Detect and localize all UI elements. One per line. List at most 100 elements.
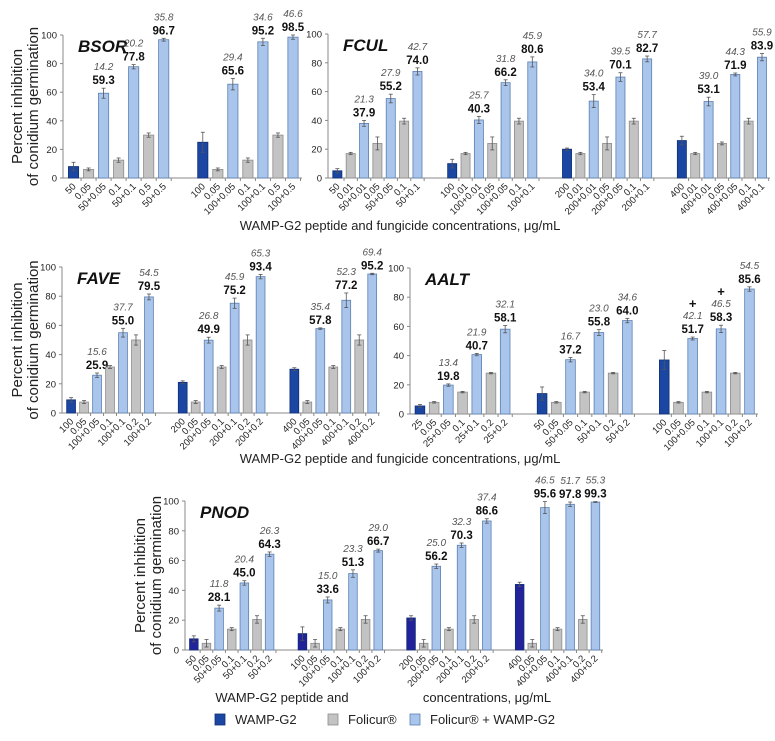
expected-value-label: 32.1 xyxy=(495,300,514,311)
legend-label-peptide: WAMP-G2 xyxy=(235,712,297,727)
expected-value-label: 35.4 xyxy=(311,302,331,313)
expected-value-label: 54.5 xyxy=(139,268,159,279)
panel-title: BSOR xyxy=(78,37,128,56)
expected-value-label: 31.8 xyxy=(496,54,516,65)
panel-title: FCUL xyxy=(343,36,388,55)
expected-value-label: 42.7 xyxy=(408,42,428,53)
value-label: 65.6 xyxy=(222,65,244,77)
value-label: 66.7 xyxy=(367,536,389,548)
y-tick-label: 80 xyxy=(311,58,322,69)
expected-value-label: 57.7 xyxy=(637,30,657,41)
legend-label-combo: Folicur® + WAMP-G2 xyxy=(430,712,555,727)
expected-value-label: 34.6 xyxy=(618,292,638,303)
y-tick-label: 40 xyxy=(393,351,404,362)
bar-folicur xyxy=(551,401,562,415)
expected-value-label: 21.3 xyxy=(353,95,374,106)
bar-folicur xyxy=(131,339,141,414)
bar-peptide xyxy=(514,584,525,651)
bar-folicur xyxy=(345,153,356,179)
bar-combo xyxy=(588,100,599,179)
bar-combo xyxy=(703,101,714,179)
value-label: 99.3 xyxy=(584,489,606,501)
y-axis-label-line2: of conidium germination xyxy=(25,260,42,419)
bar-folicur xyxy=(716,143,727,179)
value-label: 98.5 xyxy=(282,22,305,34)
expected-value-label: 23.0 xyxy=(588,304,609,315)
bar-folicur xyxy=(743,120,754,179)
x-axis-title-row3-right: concentrations, μg/mL xyxy=(423,690,551,705)
panel-pnod: 0 20 40 60 80 100 PNOD Percent inhibition of con… xyxy=(132,476,607,690)
bar-folicur xyxy=(514,120,524,179)
value-label: 64.3 xyxy=(258,539,280,551)
bar-combo xyxy=(473,119,484,179)
y-axis-label-line1: Percent inhibition xyxy=(132,518,149,633)
value-label: 85.6 xyxy=(738,274,760,286)
value-label: 70.1 xyxy=(609,60,632,72)
y-tick-label: 80 xyxy=(45,292,56,303)
expected-value-label: 42.1 xyxy=(683,311,702,322)
expected-value-label: 45.9 xyxy=(225,272,245,283)
value-label: 79.5 xyxy=(138,281,161,293)
y-tick-label: 40 xyxy=(46,116,57,127)
value-label: 96.7 xyxy=(153,25,175,37)
bar-folicur xyxy=(328,366,339,414)
bar-folicur xyxy=(578,619,588,651)
bar-combo xyxy=(482,520,492,651)
expected-value-label: 69.4 xyxy=(362,247,382,258)
panel-fave: 0 20 40 60 80 100 FAVE Percent inhibition of con… xyxy=(9,247,383,452)
value-label: 82.7 xyxy=(636,43,658,55)
bar-combo xyxy=(128,66,140,179)
expected-value-label: 15.0 xyxy=(318,571,338,582)
expected-value-label: 54.5 xyxy=(740,261,760,272)
bar-combo xyxy=(500,82,511,179)
bar-combo xyxy=(257,41,269,179)
panel-title: AALT xyxy=(424,270,471,289)
bar-combo xyxy=(687,338,698,415)
bar-combo xyxy=(715,328,727,415)
expected-value-label: 23.3 xyxy=(342,544,363,555)
value-label: 95.6 xyxy=(534,489,556,501)
value-label: 25.9 xyxy=(86,360,108,372)
value-label: 37.2 xyxy=(559,344,581,356)
bar-folicur xyxy=(460,153,471,179)
legend-swatch-combo xyxy=(409,713,421,726)
bar-combo xyxy=(373,550,383,651)
expected-value-label: 32.3 xyxy=(452,517,472,528)
bar-folicur xyxy=(272,134,284,179)
value-label: 95.2 xyxy=(252,25,274,37)
y-tick-label: 60 xyxy=(393,322,404,333)
bar-combo xyxy=(499,328,511,415)
expected-value-label: 51.7 xyxy=(560,476,580,487)
y-tick-label: 100 xyxy=(41,31,57,42)
bar-combo xyxy=(642,58,653,179)
bar-combo xyxy=(98,92,110,179)
expected-value-label: 46.5 xyxy=(535,476,555,487)
value-label: 64.0 xyxy=(616,305,638,317)
value-label: 86.6 xyxy=(476,506,498,518)
value-label: 95.2 xyxy=(361,260,383,272)
bar-folicur xyxy=(252,619,262,651)
bar-peptide xyxy=(676,140,687,179)
value-label: 83.9 xyxy=(751,41,773,53)
panel-title: FAVE xyxy=(77,269,121,288)
y-tick-label: 80 xyxy=(168,526,179,537)
bar-folicur xyxy=(242,339,253,414)
y-tick-label: 20 xyxy=(168,616,179,627)
value-label: 74.0 xyxy=(406,55,428,67)
y-tick-label: 0 xyxy=(52,174,57,185)
value-label: 97.8 xyxy=(559,489,582,501)
bar-folicur xyxy=(607,372,619,415)
y-tick-label: 60 xyxy=(45,321,56,332)
value-label: 66.2 xyxy=(494,67,516,79)
value-label: 75.2 xyxy=(223,285,245,297)
expected-value-label: 20.2 xyxy=(123,39,144,50)
bar-folicur xyxy=(485,372,497,415)
y-tick-label: 40 xyxy=(168,586,179,597)
legend: WAMP-G2 Folicur® Folicur® + WAMP-G2 xyxy=(214,712,555,727)
y-tick-label: 20 xyxy=(46,145,57,156)
bar-folicur xyxy=(105,366,115,414)
bar-combo xyxy=(348,573,358,651)
bar-combo xyxy=(757,56,767,179)
panel-bsor: 0 20 40 60 80 100 BSOR Percent inhibition of con… xyxy=(9,9,305,217)
bar-folicur xyxy=(457,391,468,415)
